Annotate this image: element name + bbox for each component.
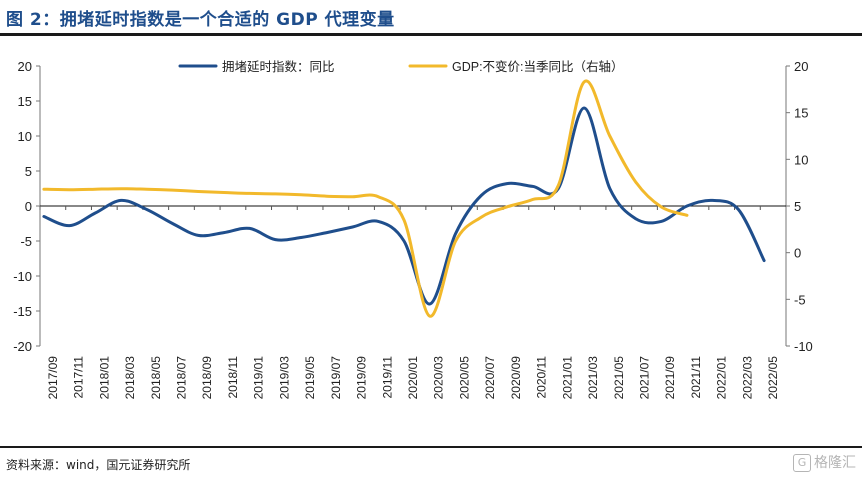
left-tick-label: -5 [20,234,32,249]
right-tick-label: -5 [794,292,806,307]
left-tick-label: 0 [25,199,32,214]
right-tick-label: 15 [794,106,808,121]
left-tick-label: -10 [13,269,32,284]
right-tick-label: 20 [794,59,808,74]
x-tick-label: 2018/03 [123,356,137,400]
legend-label: 拥堵延时指数：同比 [222,59,335,74]
top-rule [0,33,862,36]
x-tick-label: 2019/03 [277,356,291,400]
x-tick-label: 2022/01 [715,356,729,400]
x-tick-label: 2021/03 [586,356,600,400]
x-tick-label: 2020/05 [457,356,471,400]
x-tick-label: 2017/09 [46,356,60,400]
x-tick-label: 2020/09 [509,356,523,400]
x-tick-label: 2021/01 [560,356,574,400]
left-tick-label: -15 [13,304,32,319]
x-tick-label: 2022/05 [766,356,780,400]
watermark-text: 格隆汇 [814,455,856,471]
source-note: 资料来源：wind，国元证券研究所 [6,458,191,472]
left-tick-label: 15 [18,94,32,109]
x-tick-label: 2018/05 [149,356,163,400]
right-tick-label: 10 [794,152,808,167]
x-tick-label: 2018/09 [200,356,214,400]
x-tick-label: 2020/11 [535,356,549,399]
x-tick-label: 2019/07 [329,356,343,400]
x-tick-label: 2019/01 [252,356,266,400]
x-tick-label: 2021/09 [663,356,677,400]
x-tick-label: 2018/07 [174,356,188,400]
figure-title: 图 2：拥堵延时指数是一个合适的 GDP 代理变量 [6,10,395,30]
x-tick-label: 2020/07 [483,356,497,400]
x-tick-label: 2017/11 [72,356,86,399]
x-tick-label: 2021/11 [689,356,703,399]
watermark: G 格隆汇 [793,452,856,472]
x-tick-label: 2019/09 [355,356,369,400]
x-tick-label: 2021/07 [638,356,652,400]
right-tick-label: 0 [794,246,801,261]
x-tick-label: 2019/11 [380,356,394,399]
x-tick-label: 2018/11 [226,356,240,399]
line-chart: -20 -15 -10 -5 0 5 10 15 20 -10 -5 0 5 10 15 20 2017/09 2… [13,59,813,400]
left-tick-label: 5 [25,164,32,179]
series-line-congestion-index [42,106,766,306]
left-tick-label: 20 [18,59,32,74]
x-tick-label: 2021/05 [612,356,626,400]
left-tick-label: -20 [13,339,32,354]
x-tick-label: 2020/01 [406,356,420,400]
x-tick-label: 2018/01 [97,356,111,400]
legend-label: GDP:不变价:当季同比（右轴） [452,59,624,74]
series-line-gdp [42,79,689,318]
x-tick-label: 2020/03 [432,356,446,400]
right-tick-label: -10 [794,339,813,354]
x-tick-label: 2019/05 [303,356,317,400]
watermark-logo-icon: G [793,454,811,472]
x-tick-label: 2022/03 [740,356,754,400]
left-tick-label: 10 [18,129,32,144]
right-tick-label: 5 [794,199,801,214]
bottom-rule [0,446,862,448]
